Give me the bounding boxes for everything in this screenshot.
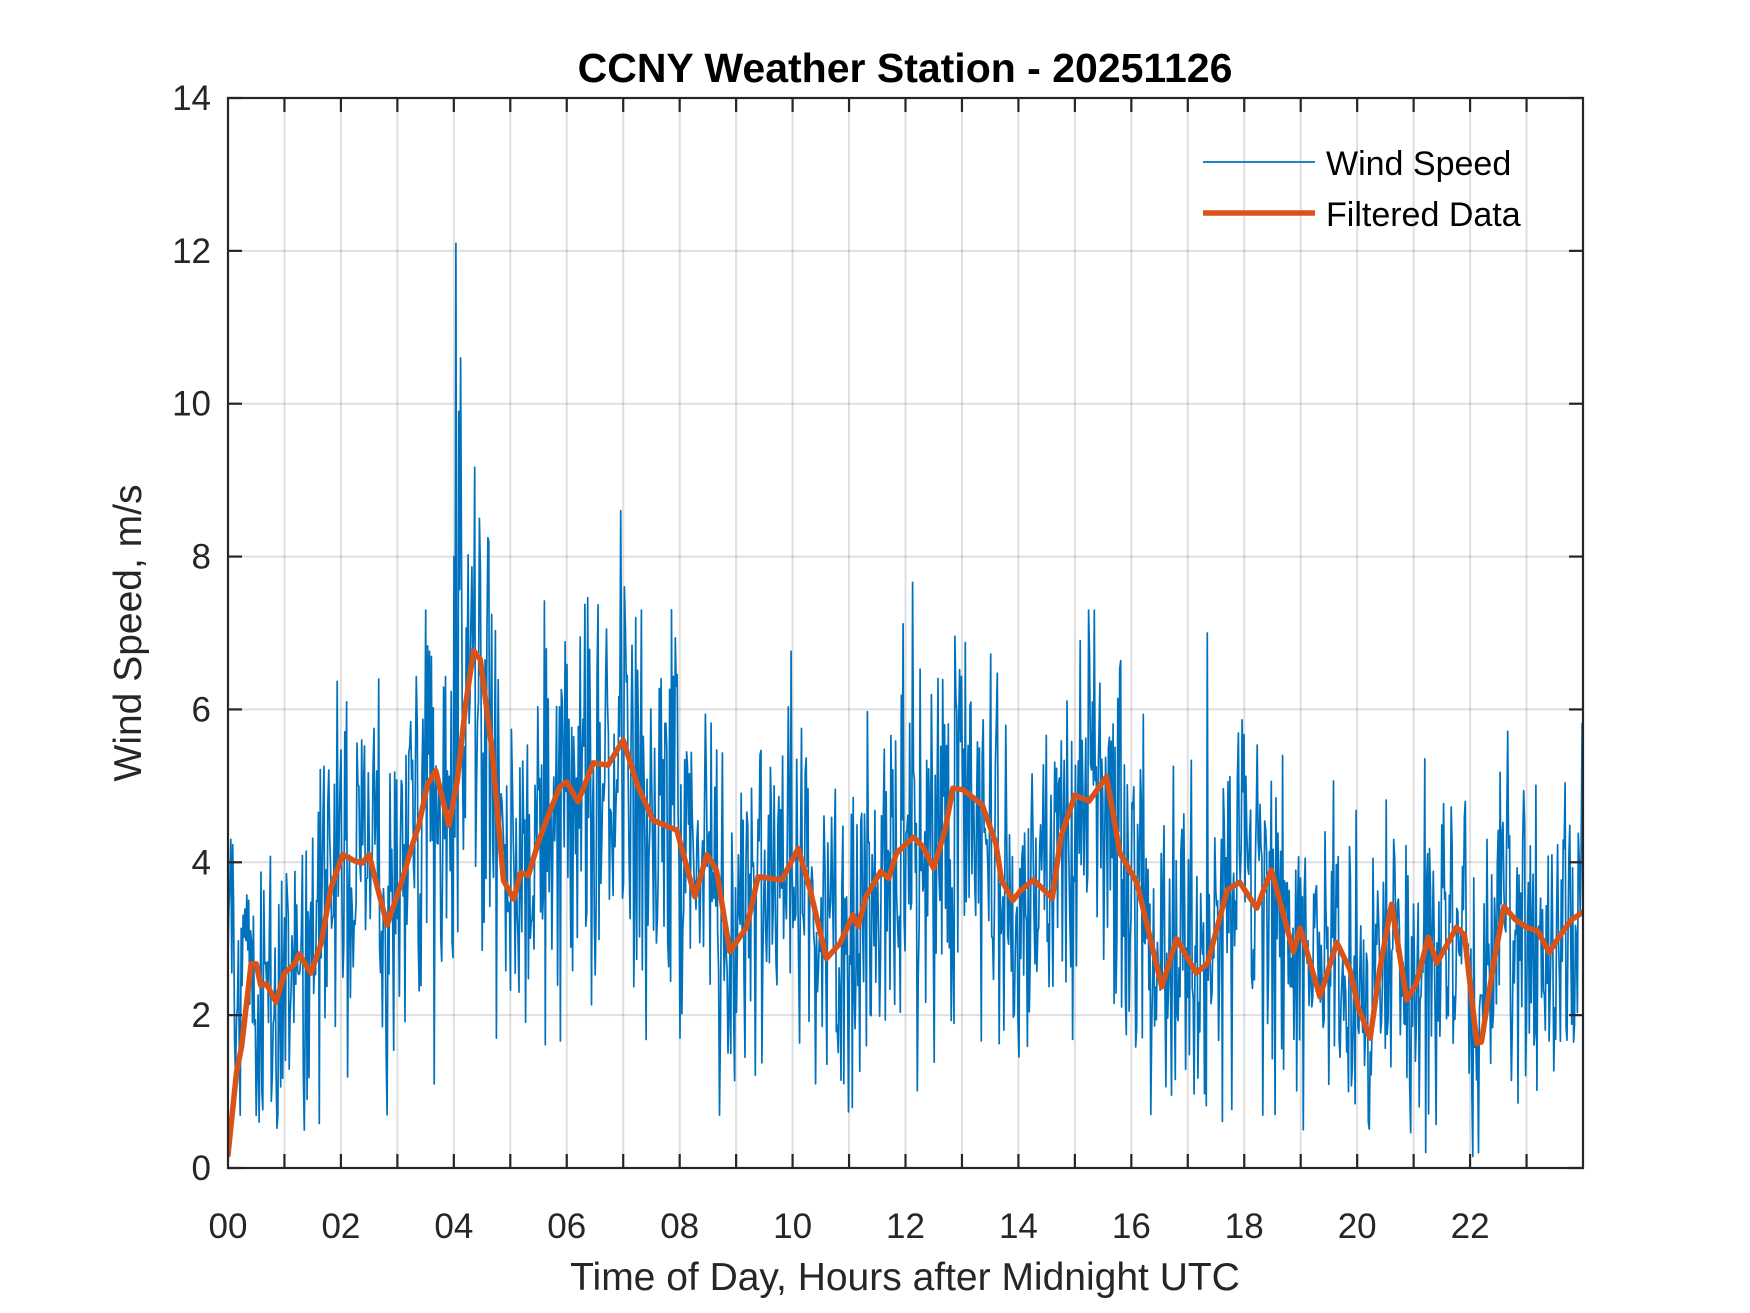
x-axis-label: Time of Day, Hours after Midnight UTC [570,1256,1240,1299]
series-filtered-data-line [228,647,1583,1158]
x-tick-label: 06 [547,1207,586,1246]
x-tick-label: 02 [321,1207,360,1246]
x-tick-label: 18 [1225,1207,1264,1246]
chart-title: CCNY Weather Station - 20251126 [578,45,1233,91]
y-tick-label: 6 [192,690,211,729]
x-tick-labels: 00 02 04 06 08 10 12 14 16 18 20 22 [209,1207,1490,1246]
x-tick-label: 14 [999,1207,1038,1246]
x-tick-label: 10 [773,1207,812,1246]
y-tick-labels: 0 2 4 6 8 10 12 14 [172,79,211,1188]
x-tick-label: 08 [660,1207,699,1246]
y-tick-label: 0 [192,1149,211,1188]
y-axis-label: Wind Speed, m/s [107,485,150,782]
y-tick-label: 8 [192,538,211,577]
series-wind-speed-line [228,242,1583,1158]
legend: Wind Speed Filtered Data [1203,145,1521,234]
y-tick-label: 10 [172,385,211,424]
tick-marks [228,96,1583,1170]
legend-label-wind-speed: Wind Speed [1326,145,1511,183]
y-tick-label: 4 [192,843,211,882]
y-tick-label: 2 [192,996,211,1035]
y-tick-label: 14 [172,79,211,118]
x-tick-label: 16 [1112,1207,1151,1246]
x-tick-label: 20 [1338,1207,1377,1246]
x-tick-label: 12 [886,1207,925,1246]
x-tick-label: 04 [434,1207,473,1246]
x-tick-label: 00 [209,1207,248,1246]
legend-label-filtered-data: Filtered Data [1326,196,1521,234]
x-tick-label: 22 [1451,1207,1490,1246]
y-tick-label: 12 [172,232,211,271]
